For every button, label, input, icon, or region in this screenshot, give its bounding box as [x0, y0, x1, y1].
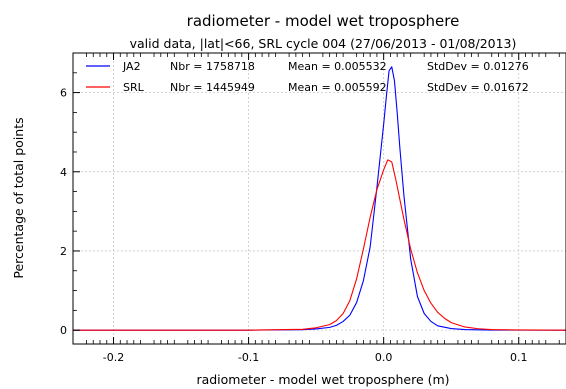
legend-std-ja2: StdDev = 0.01276 — [427, 60, 529, 73]
y-tick-label: 4 — [60, 166, 67, 179]
chart-subtitle: valid data, |lat|<66, SRL cycle 004 (27/… — [130, 36, 517, 51]
axis-tick-labels: -0.2 -0.1 0.0 0.1 0 2 4 6 — [60, 87, 527, 364]
legend-label-ja2: JA2 — [122, 60, 141, 73]
series-line-srl — [73, 159, 566, 331]
legend-mean-ja2: Mean = 0.005532 — [288, 60, 387, 73]
series-line-ja2 — [73, 66, 566, 331]
legend-nbr-ja2: Nbr = 1758718 — [170, 60, 255, 73]
legend: JA2 Nbr = 1758718 Mean = 0.005532 StdDev… — [86, 60, 529, 94]
y-axis-label: Percentage of total points — [11, 117, 26, 278]
grid-lines — [73, 53, 566, 344]
legend-mean-srl: Mean = 0.005592 — [288, 81, 387, 94]
x-tick-label: 0.0 — [375, 351, 393, 364]
x-tick-label: 0.1 — [510, 351, 528, 364]
legend-nbr-srl: Nbr = 1445949 — [170, 81, 255, 94]
axis-ticks — [73, 53, 566, 344]
x-tick-label: -0.1 — [238, 351, 259, 364]
plot-frame — [72, 52, 566, 345]
legend-label-srl: SRL — [123, 81, 145, 94]
y-tick-label: 6 — [60, 87, 67, 100]
chart-title: radiometer - model wet troposphere — [187, 12, 460, 30]
x-axis-label: radiometer - model wet troposphere (m) — [196, 372, 449, 387]
series-lines — [73, 66, 566, 331]
legend-std-srl: StdDev = 0.01672 — [427, 81, 529, 94]
y-tick-label: 0 — [60, 324, 67, 337]
x-tick-label: -0.2 — [103, 351, 124, 364]
y-tick-label: 2 — [60, 245, 67, 258]
